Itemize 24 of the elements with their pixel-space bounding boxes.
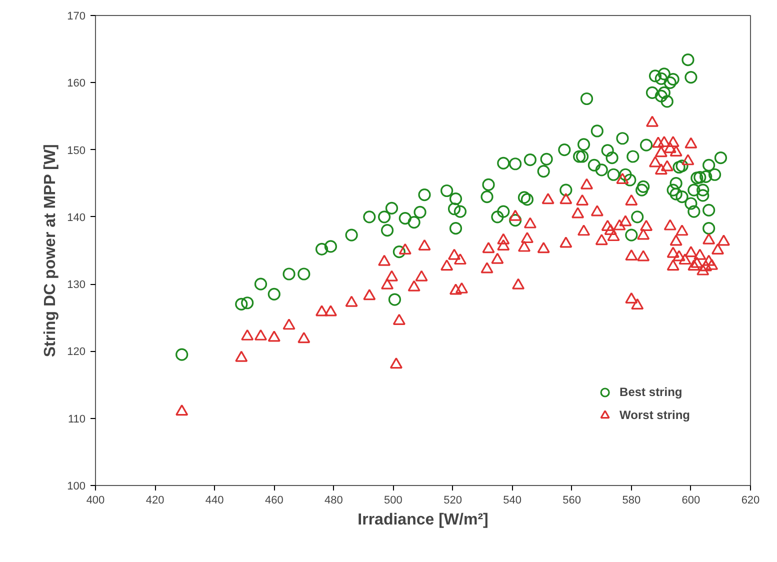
- y-tick-label: 150: [67, 144, 86, 157]
- x-tick-label: 460: [264, 494, 284, 506]
- y-tick-label: 100: [67, 480, 86, 492]
- x-axis-title: Irradiance [W/m²]: [358, 512, 488, 528]
- x-tick-label: 400: [86, 494, 105, 506]
- y-tick-label: 110: [68, 413, 86, 426]
- x-tick-label: 620: [741, 494, 760, 506]
- x-tick-label: 600: [682, 494, 700, 506]
- x-tick-label: 540: [503, 494, 522, 506]
- x-tick-label: 500: [384, 494, 402, 506]
- x-tick-label: 440: [205, 494, 224, 506]
- y-tick-label: 120: [67, 346, 86, 358]
- x-tick-label: 420: [146, 494, 164, 506]
- legend-label: Best string: [620, 385, 682, 399]
- y-tick-label: 160: [67, 78, 86, 90]
- y-tick-label: 130: [67, 279, 86, 292]
- y-tick-label: 140: [67, 212, 86, 224]
- x-tick-label: 560: [562, 494, 582, 506]
- x-tick-label: 520: [444, 494, 462, 506]
- legend-label: Worst string: [620, 408, 690, 422]
- y-tick-label: 170: [67, 10, 86, 22]
- x-tick-label: 480: [324, 494, 343, 506]
- y-axis-title: String DC power at MPP [W]: [42, 144, 60, 358]
- x-tick-label: 580: [622, 494, 641, 506]
